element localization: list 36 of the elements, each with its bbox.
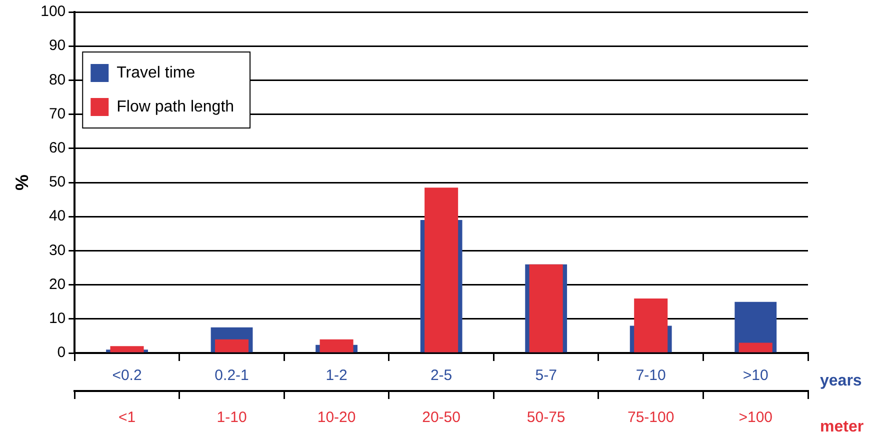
- x-tick-label: 2-5: [430, 367, 452, 384]
- y-tick-label: 40: [48, 208, 66, 225]
- text: 20-50: [422, 409, 460, 426]
- y-tick-label: 60: [48, 140, 66, 157]
- y-tick-label: 90: [48, 37, 66, 54]
- x-tick-label: >10: [742, 367, 768, 384]
- legend-label: Flow path length: [116, 98, 234, 116]
- y-axis-title: %: [12, 174, 32, 191]
- bar: [110, 346, 144, 352]
- y-tick-label: 100: [40, 3, 66, 20]
- x-tick-label: 5-7: [535, 367, 557, 384]
- bar: [634, 298, 668, 352]
- text: 50-75: [526, 409, 566, 426]
- x-tick-label: 1-2: [326, 367, 348, 384]
- bar: [738, 342, 772, 352]
- text: 75-100: [627, 409, 674, 426]
- text: <1: [118, 409, 136, 426]
- x-tick-label: <0.2: [112, 367, 142, 384]
- y-tick-label: 10: [48, 310, 66, 328]
- text: >100: [738, 409, 773, 426]
- y-tick-label: 0: [57, 344, 66, 362]
- y-tick-label: 80: [48, 71, 66, 88]
- bar: [215, 339, 249, 352]
- bar: [320, 339, 354, 352]
- x-tick-label: 7-10: [636, 367, 666, 384]
- y-tick-label: 50: [48, 174, 66, 191]
- text: 1-10: [216, 409, 247, 426]
- x-tick-label: 0.2-1: [214, 367, 249, 384]
- x-axis-title: years: [820, 372, 862, 390]
- y-tick-label: 20: [48, 276, 66, 293]
- bar: [424, 188, 458, 352]
- x2-axis-title: meter: [820, 418, 864, 436]
- y-tick-label: 30: [48, 242, 66, 259]
- y-tick-label: 70: [48, 105, 66, 122]
- legend-label: Travel time: [116, 64, 196, 82]
- text: 10-20: [317, 409, 356, 426]
